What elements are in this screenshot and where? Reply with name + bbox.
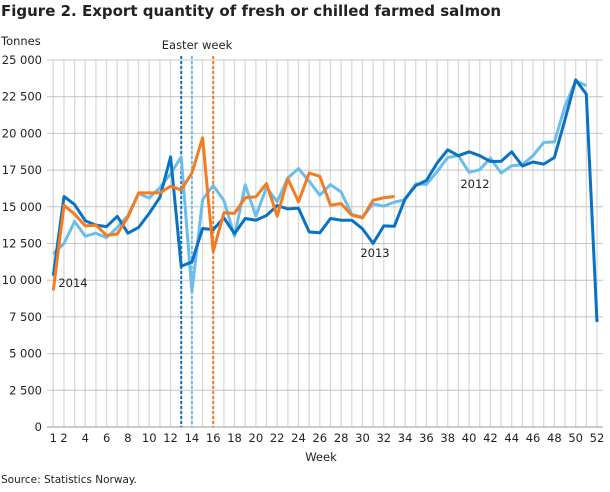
x-tick-label: 2 — [60, 431, 67, 445]
x-tick-label: 24 — [291, 431, 306, 445]
x-tick-label: 4 — [82, 431, 89, 445]
x-tick-label: 18 — [227, 431, 242, 445]
y-tick-labels: 0 2 500 5 000 7 500 10 000 12 500 15 000 17 500… — [2, 53, 42, 434]
x-tick-label: 16 — [206, 431, 221, 445]
x-tick-labels: 1 2 4 6 8 10 12 14 16 18 20 22 24 26 28 30 32 34 36 38 40 42 4… — [50, 431, 605, 445]
easter-week-label: Easter week — [162, 38, 233, 52]
series-line-2013 — [51, 78, 599, 322]
x-tick-label: 42 — [483, 431, 498, 445]
series-labels: 2012 2013 2014 — [58, 177, 489, 290]
series-lines — [51, 78, 599, 322]
series-line-2014 — [51, 136, 395, 291]
y-tick-label: 25 000 — [2, 53, 42, 67]
x-tick-label: 20 — [249, 431, 264, 445]
y-tick-label: 7 500 — [9, 310, 42, 324]
y-tick-label: 15 000 — [2, 200, 42, 214]
x-tick-label: 48 — [547, 431, 562, 445]
y-tick-label: 17 500 — [2, 163, 42, 177]
y-axis-label: Tonnes — [0, 34, 41, 48]
y-tick-label: 2 500 — [9, 383, 42, 397]
y-tick-label: 22 500 — [2, 90, 42, 104]
x-tick-label: 26 — [312, 431, 327, 445]
y-tick-label: 12 500 — [2, 237, 42, 251]
x-tick-label: 32 — [376, 431, 391, 445]
x-tick-label: 28 — [334, 431, 349, 445]
x-tick-label: 34 — [398, 431, 413, 445]
y-tick-label: 20 000 — [2, 126, 42, 140]
x-tick-label: 50 — [568, 431, 583, 445]
y-tick-label: 5 000 — [9, 347, 42, 361]
x-tick-label: 36 — [419, 431, 434, 445]
series-line-2012 — [52, 79, 587, 294]
series-label-2013: 2013 — [360, 246, 389, 260]
series-label-2012: 2012 — [460, 177, 489, 191]
gridlines — [47, 59, 603, 428]
x-tick-label: 14 — [185, 431, 200, 445]
series-label-2014: 2014 — [58, 276, 87, 290]
x-tick-label: 1 — [50, 431, 57, 445]
source-note: Source: Statistics Norway. — [1, 474, 137, 486]
x-axis-label: Week — [305, 450, 337, 464]
y-tick-label: 10 000 — [2, 273, 42, 287]
x-tick-label: 22 — [270, 431, 285, 445]
x-tick-label: 44 — [504, 431, 519, 445]
x-tick-label: 6 — [103, 431, 110, 445]
x-tick-label: 12 — [163, 431, 178, 445]
x-tick-label: 8 — [124, 431, 131, 445]
x-tick-label: 52 — [590, 431, 605, 445]
x-tick-label: 38 — [440, 431, 455, 445]
y-tick-label: 0 — [35, 420, 42, 434]
x-tick-label: 10 — [142, 431, 157, 445]
x-tick-label: 40 — [462, 431, 477, 445]
chart-title: Figure 2. Export quantity of fresh or ch… — [1, 2, 501, 20]
x-tick-label: 46 — [526, 431, 541, 445]
x-tick-label: 30 — [355, 431, 370, 445]
